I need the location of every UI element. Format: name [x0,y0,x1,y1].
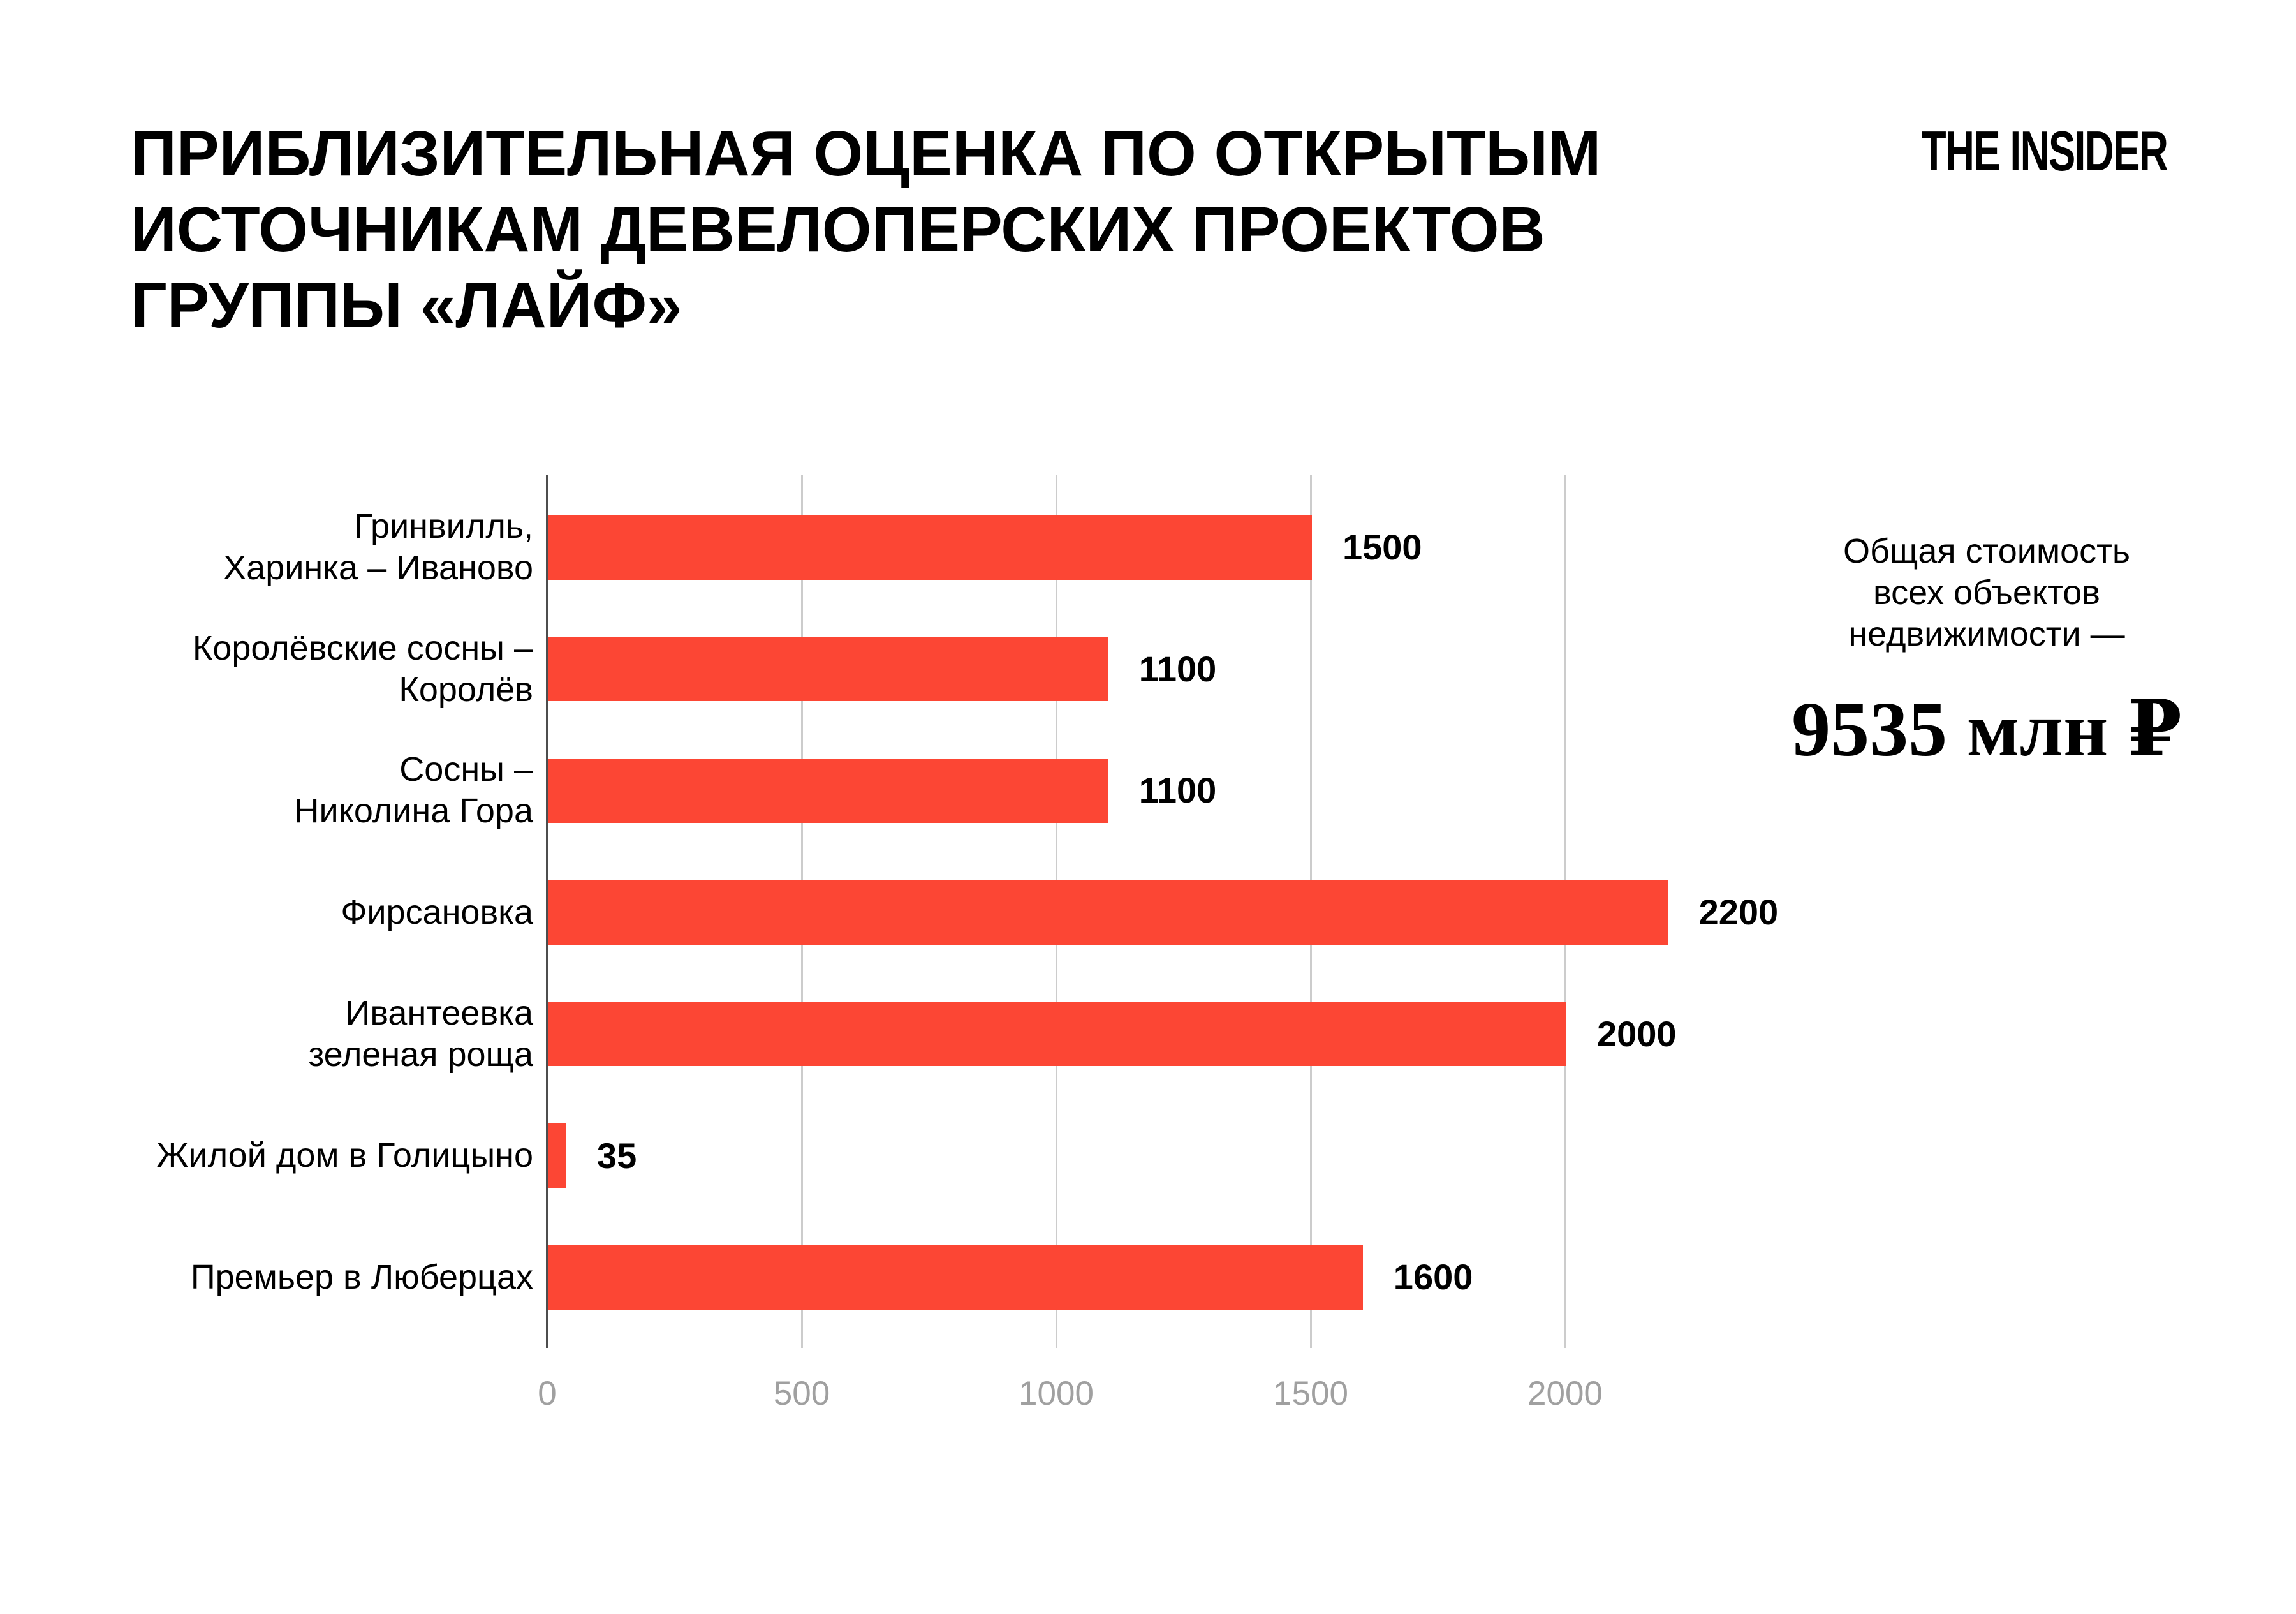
category-label-line: Королёв [399,670,533,709]
bar-value-label: 1600 [1393,1257,1473,1298]
category-label-line: Харинка – Иваново [223,549,533,587]
the-insider-logo-text: THE INSIDER [1921,119,2168,182]
x-axis-tick: 1500 [1273,1375,1348,1412]
y-axis-line [546,475,548,1348]
x-axis-tick: 0 [538,1375,557,1412]
category-label: Сосны – Николина Гора [23,749,534,832]
the-insider-logo: THE INSIDER [1826,119,2168,184]
chart-title: ПРИБЛИЗИТЕЛЬНАЯ ОЦЕНКА ПО ОТКРЫТЫМ ИСТОЧ… [131,116,1885,344]
bar-value-label: 1100 [1138,648,1217,689]
bar [548,637,1108,702]
title-line-2: ИСТОЧНИКАМ ДЕВЕЛОПЕРСКИХ ПРОЕКТОВ [131,194,1545,265]
x-axis-tick: 2000 [1527,1375,1603,1412]
bar-value-label: 35 [596,1135,637,1176]
title-line-3: ГРУППЫ «ЛАЙФ» [131,270,682,341]
category-label: Жилой дом в Голицыно [23,1135,533,1176]
bar [548,880,1668,945]
category-label-line: Сосны – [399,750,533,789]
category-label-line: Жилой дом в Голицыно [156,1136,533,1174]
bar [548,758,1108,823]
total-annotation-line-2: всех объектов [1873,574,2100,612]
bar-value-label: 1100 [1138,770,1217,811]
category-label: Гринвилль, Харинка – Иваново [23,506,533,589]
category-label-line: зеленая роща [308,1035,533,1074]
bar [548,1123,566,1188]
bar [548,1245,1363,1310]
category-label-line: Ивантеевка [345,993,533,1032]
total-annotation-line-3: недвижимости — [1848,615,2125,653]
x-axis-tick: 500 [773,1375,830,1412]
category-label-line: Фирсановка [341,892,533,931]
category-label-line: Гринвилль, [353,507,533,545]
bar-value-label: 2000 [1597,1013,1677,1054]
total-annotation: Общая стоимость всех объектов недвижимос… [1763,531,2210,778]
total-value: 9535 млн ₽ [1792,686,2182,773]
category-label: Королёвские сосны – Королёв [23,628,533,711]
total-annotation-line-1: Общая стоимость [1843,532,2130,570]
category-label-line: Премьер в Люберцах [190,1257,533,1296]
category-label: Фирсановка [23,892,533,933]
category-label-line: Николина Гора [294,792,534,831]
category-label: Премьер в Люберцах [23,1257,533,1298]
x-axis-tick: 1000 [1019,1375,1094,1412]
bar-value-label: 1500 [1343,527,1422,567]
category-label-line: Королёвские сосны – [192,628,533,667]
bar [548,515,1312,580]
bar-value-label: 2200 [1698,892,1779,933]
category-label: Ивантеевка зеленая роща [23,993,533,1076]
title-line-1: ПРИБЛИЗИТЕЛЬНАЯ ОЦЕНКА ПО ОТКРЫТЫМ [131,118,1601,189]
bar [548,1002,1566,1067]
